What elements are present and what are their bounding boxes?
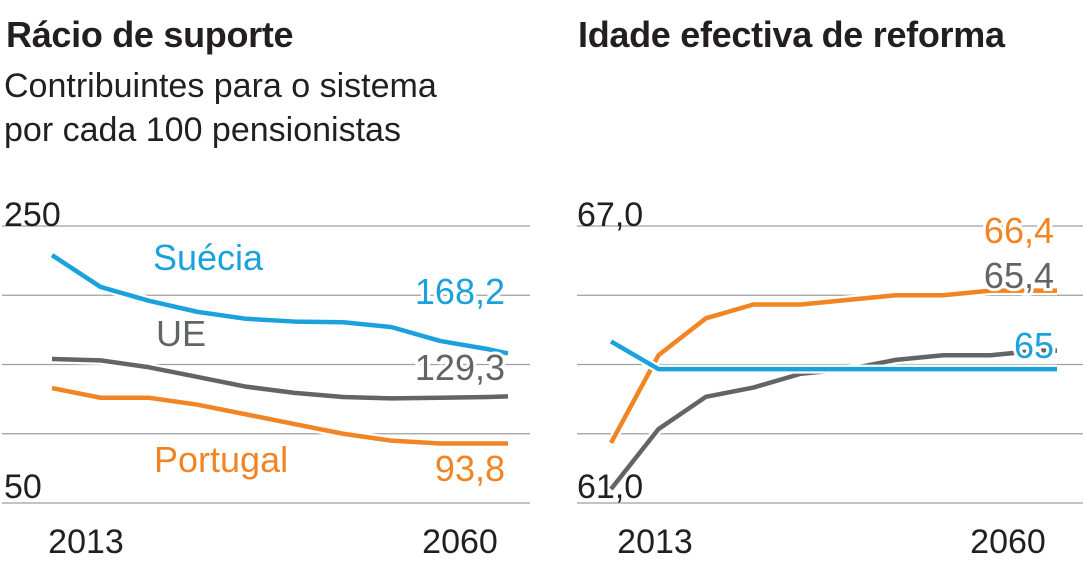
series-line-portugal (51, 385, 508, 446)
retirement-age-title: Idade efectiva de reforma (578, 14, 1005, 55)
end-value-label: 129,3 (415, 347, 505, 388)
end-value-label: 93,8 (435, 448, 505, 489)
x-tick-label: 2013 (617, 523, 693, 561)
y-tick-label: 67,0 (577, 196, 643, 234)
end-value-label: 168,2 (415, 271, 505, 312)
retirement-age-panel: Idade efectiva de reforma 67,0 61,0 2013 20… (575, 0, 1086, 570)
series-line-series-3 (609, 339, 1057, 372)
y-tick-label: 50 (4, 468, 42, 506)
gridlines (577, 225, 1083, 504)
series-series-3 (608, 337, 1057, 374)
series-name-label: Suécia (153, 237, 264, 278)
support-ratio-panel: Rácio de suporte Contribuintes para o si… (0, 0, 530, 570)
x-tick-label: 2060 (422, 523, 498, 561)
series-series-1 (607, 286, 1057, 446)
series-portugal (51, 383, 508, 448)
end-value-label: 66,4 (984, 210, 1054, 251)
subtitle-line-1: Contribuintes para o sistema (4, 67, 437, 105)
series-ue (51, 354, 509, 403)
series-line-suecia (50, 253, 509, 356)
series-line-ue (51, 356, 509, 401)
y-tick-label: 250 (4, 196, 61, 234)
subtitle-line-2: por cada 100 pensionistas (4, 111, 401, 149)
series-name-label: Portugal (154, 439, 288, 480)
series-line-series-1 (609, 288, 1057, 445)
end-value-label: 65,4 (984, 255, 1054, 296)
x-tick-label: 2013 (48, 523, 124, 561)
support-ratio-subtitle: Contribuintes para o sistema por cada 10… (4, 64, 437, 152)
support-ratio-title: Rácio de suporte (6, 14, 294, 55)
end-value-label: 65 (1014, 325, 1054, 366)
x-tick-label: 2060 (970, 523, 1046, 561)
series-suecia (49, 251, 509, 358)
series-name-label: UE (156, 313, 206, 354)
